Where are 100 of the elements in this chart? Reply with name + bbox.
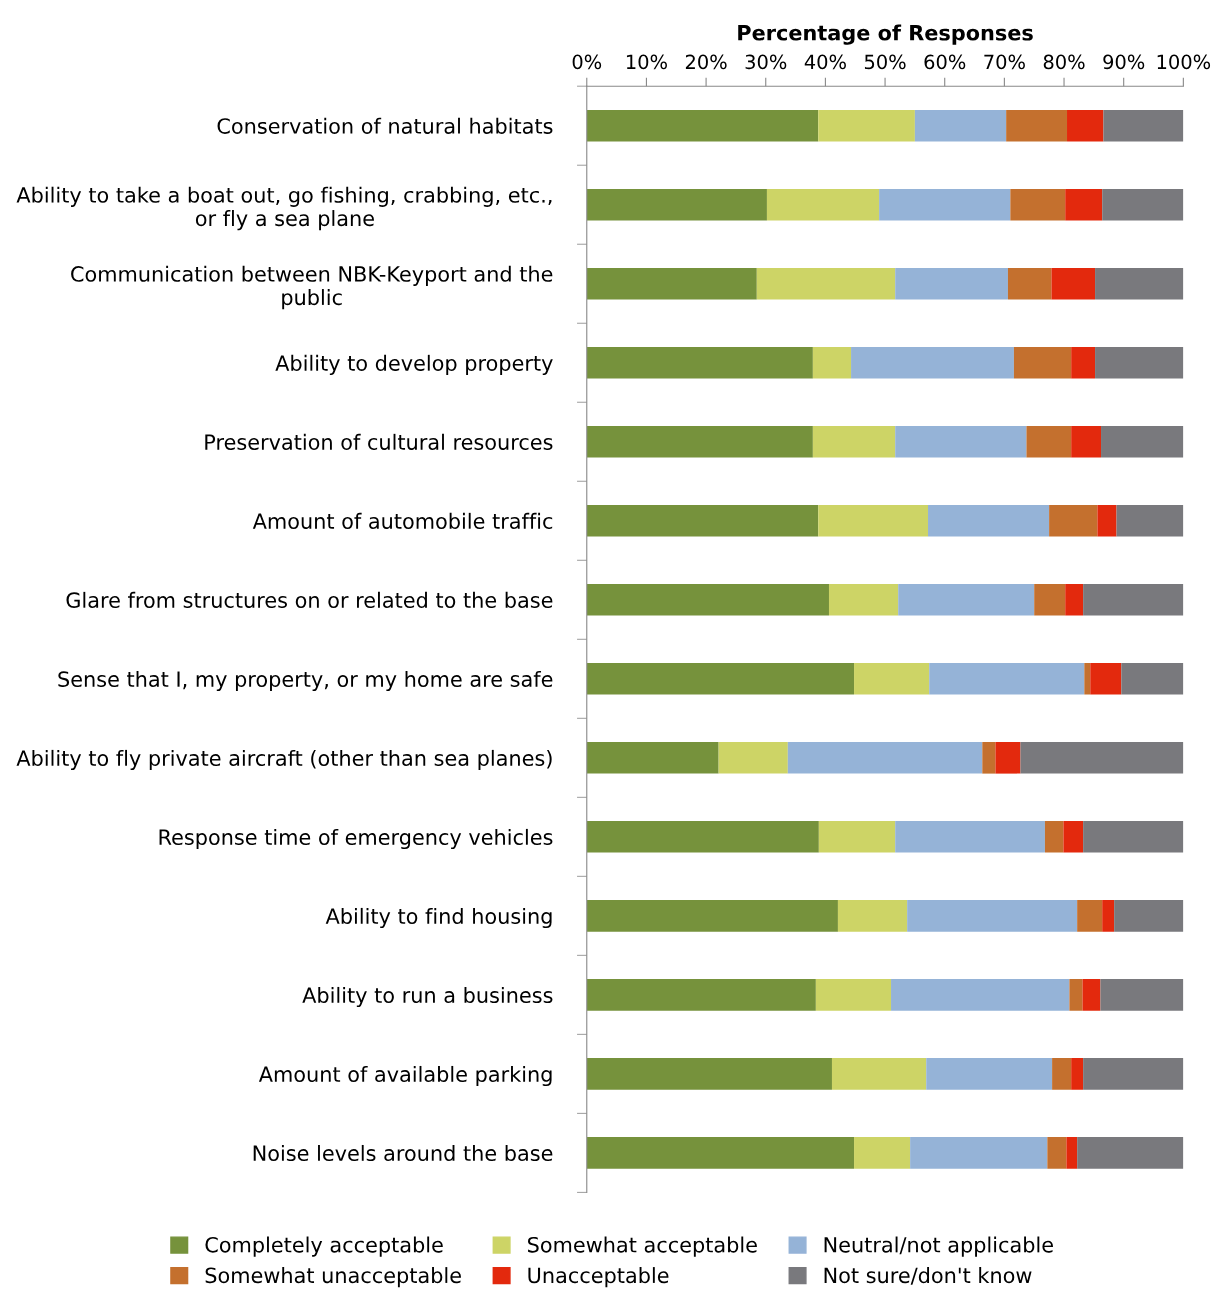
bar	[1034, 583, 1066, 616]
bar	[1102, 188, 1184, 221]
bar	[818, 109, 915, 142]
bar	[1097, 504, 1117, 537]
bar	[854, 662, 930, 695]
bar	[1051, 267, 1096, 300]
y-tick-label: Amount of available parking	[258, 1065, 552, 1087]
bar	[898, 583, 1035, 616]
bar	[815, 979, 892, 1011]
bar	[1102, 900, 1115, 932]
y-tick-label: Amount of automobile traffic	[252, 512, 553, 529]
bar	[928, 504, 1050, 537]
bar	[586, 346, 813, 379]
bar	[1013, 346, 1072, 379]
bar	[1083, 1058, 1184, 1090]
bar	[1083, 583, 1184, 616]
y-tick-label: Preservation of cultural resources	[205, 433, 553, 450]
bar	[831, 1058, 927, 1090]
y-tick-label: Ability to develop property	[275, 354, 553, 375]
x-axis-title: Percentage of Responses	[738, 24, 1033, 45]
bar	[1114, 900, 1184, 932]
legend-label: Neutral/not applicable	[824, 1236, 1053, 1257]
bar	[766, 188, 880, 221]
bar	[1095, 267, 1184, 300]
x-tick-label: 50%	[864, 54, 906, 70]
bar	[586, 1058, 832, 1090]
bar	[910, 1137, 1048, 1169]
bar	[586, 742, 719, 774]
bar	[1052, 1058, 1072, 1090]
bar	[586, 267, 757, 300]
bar	[1071, 1058, 1084, 1090]
bar	[586, 109, 819, 142]
bar	[818, 504, 929, 537]
bar	[1100, 979, 1184, 1011]
legend-label: Unacceptable	[528, 1267, 669, 1288]
y-tick-label: Conservation of natural habitats	[217, 117, 553, 134]
bar	[1065, 188, 1103, 221]
y-tick-label: Communication between NBK-Keyport and the public	[71, 265, 553, 310]
bar	[1067, 109, 1104, 142]
bar	[895, 821, 1045, 853]
y-tick-label: Ability to take a boat out, go fishing, crabbing, etc., or fly a sea plane	[16, 186, 552, 231]
bar	[1047, 1137, 1067, 1169]
bar	[1007, 267, 1052, 300]
y-tick-label: Ability to find housing	[325, 907, 552, 929]
y-tick-label: Noise levels around the base	[253, 1144, 553, 1162]
bar	[895, 267, 1008, 300]
bar	[1116, 504, 1184, 537]
y-tick-label: Sense that I, my property, or my home are safe	[58, 670, 553, 692]
x-tick-label: 80%	[1043, 54, 1085, 70]
y-tick-label: Response time of emergency vehicles	[159, 828, 553, 850]
x-tick-label: 70%	[984, 54, 1025, 70]
bar	[851, 346, 1014, 379]
bar	[1026, 425, 1072, 458]
bar	[1090, 662, 1122, 695]
x-tick-label: 20%	[685, 54, 727, 70]
bar	[895, 425, 1027, 458]
bar	[586, 979, 816, 1011]
bar	[828, 583, 899, 616]
bar	[1020, 742, 1184, 774]
legend-label: Somewhat acceptable	[527, 1236, 757, 1257]
bar	[1063, 821, 1084, 853]
bar	[1103, 109, 1184, 142]
bar	[929, 662, 1085, 695]
bar	[1083, 821, 1184, 853]
bar	[1006, 109, 1068, 142]
bar	[879, 188, 1011, 221]
bar	[1071, 425, 1102, 458]
x-tick-label: 30%	[745, 54, 787, 70]
bar	[854, 1137, 911, 1169]
x-tick-label: 0%	[572, 54, 602, 70]
bar	[586, 1137, 855, 1169]
bar	[1065, 583, 1084, 616]
y-tick-label: Ability to run a business	[302, 986, 553, 1008]
y-tick-label: Glare from structures on or related to the base	[66, 591, 553, 608]
bar	[787, 742, 983, 774]
x-tick-label: 40%	[804, 54, 846, 70]
x-tick-label: 90%	[1103, 54, 1145, 70]
bar	[586, 425, 813, 458]
legend-label: Somewhat unacceptable	[205, 1267, 461, 1288]
bar	[756, 267, 896, 300]
bar	[837, 900, 908, 932]
bar	[1077, 1137, 1184, 1169]
bar	[586, 662, 855, 695]
bar	[1071, 346, 1096, 379]
bar	[995, 742, 1021, 774]
bar	[812, 346, 852, 379]
x-tick-label: 60%	[924, 54, 966, 70]
bar	[1066, 1137, 1078, 1169]
bar	[718, 742, 788, 774]
bar	[586, 900, 838, 932]
bar	[1077, 900, 1103, 932]
bar	[914, 109, 1007, 142]
bar	[586, 188, 767, 221]
bar	[586, 583, 829, 616]
bar	[907, 900, 1078, 932]
bar	[1044, 821, 1064, 853]
bar	[1101, 425, 1184, 458]
bar	[1049, 504, 1098, 537]
legend-label: Completely acceptable	[205, 1236, 443, 1257]
y-tick-label: Ability to fly private aircraft (other than sea planes)	[16, 749, 552, 771]
